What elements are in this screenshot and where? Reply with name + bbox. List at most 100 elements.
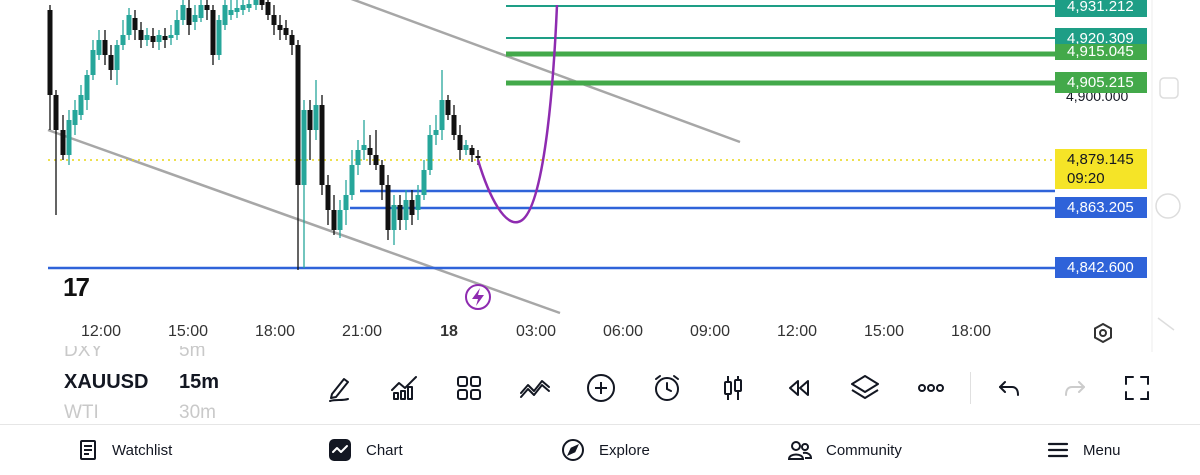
candle-body	[355, 150, 361, 165]
candle-body	[150, 36, 156, 42]
nav-menu[interactable]: Menu	[1047, 425, 1121, 475]
candle-body	[84, 75, 90, 100]
candle-body	[102, 40, 108, 55]
realtime-lightning-icon[interactable]	[465, 284, 491, 310]
undo-icon[interactable]	[987, 366, 1031, 410]
candle-body	[228, 10, 234, 15]
candle-body	[457, 135, 463, 150]
candle-body	[192, 15, 198, 22]
candle-body	[313, 105, 319, 130]
fullscreen-icon[interactable]	[1119, 366, 1155, 410]
candle-body	[343, 195, 349, 210]
symbol-picker[interactable]: DXY 5m XAUUSD 15m WTI 30m	[46, 346, 286, 424]
projection-curve[interactable]	[476, 4, 559, 224]
interval-current[interactable]: 15m	[179, 371, 220, 393]
candle-body	[66, 120, 72, 155]
candle-body	[204, 5, 210, 10]
candle-body	[409, 200, 415, 215]
candle-body	[451, 115, 457, 135]
candle-body	[349, 165, 355, 195]
chart-area[interactable]: 4,900.000 4,931.212 4,920.309 4,915.045 …	[0, 0, 1200, 352]
candle-body	[234, 8, 240, 12]
candlestick-series	[47, 0, 481, 270]
alert-clock-icon[interactable]	[645, 366, 689, 410]
candle-body	[463, 145, 469, 150]
add-plus-icon[interactable]	[579, 366, 623, 410]
nav-watchlist[interactable]: Watchlist	[78, 425, 172, 475]
time-label: 21:00	[341, 323, 383, 340]
time-label: 06:00	[602, 323, 644, 340]
time-label: 03:00	[515, 323, 557, 340]
more-dots-icon[interactable]	[909, 366, 953, 410]
candle-body	[180, 5, 186, 20]
candle-body	[283, 28, 289, 35]
watchlist-icon	[80, 440, 96, 460]
community-icon	[788, 441, 812, 460]
candle-body	[337, 210, 343, 230]
time-label: 12:00	[80, 323, 122, 340]
nav-watchlist-label: Watchlist	[112, 441, 173, 459]
time-label-day: 18	[440, 323, 458, 340]
drawing-pen-icon[interactable]	[317, 366, 361, 410]
bar-type-icon[interactable]	[711, 366, 755, 410]
candle-body	[108, 55, 114, 70]
current-price-value: 4,879.145	[1067, 151, 1134, 168]
chart-settings-icon[interactable]	[1094, 322, 1112, 344]
compare-icon[interactable]	[513, 366, 557, 410]
candle-body	[210, 10, 216, 55]
nav-explore-label: Explore	[599, 441, 650, 459]
candle-body	[90, 50, 96, 75]
candle-body	[144, 35, 150, 40]
axis-scroll-handle-icon[interactable]	[1159, 77, 1179, 99]
price-label-4842[interactable]: 4,842.600	[1055, 257, 1147, 278]
layouts-grid-icon[interactable]	[447, 366, 491, 410]
candle-body	[96, 40, 102, 55]
price-label-4905[interactable]: 4,905.215	[1055, 72, 1147, 93]
axis-circle-icon[interactable]	[1155, 193, 1181, 219]
nav-community[interactable]: Community	[788, 425, 902, 475]
current-price-label[interactable]: 4,879.145 09:20	[1055, 149, 1147, 189]
toolbar-divider	[970, 372, 971, 404]
candle-body	[168, 35, 174, 38]
bottom-navigation: Watchlist Chart Explore Community Menu	[0, 424, 1200, 475]
candle-body	[301, 110, 307, 185]
price-label-4920[interactable]: 4,920.309	[1055, 28, 1147, 49]
time-label: 15:00	[167, 323, 209, 340]
time-label: 18:00	[254, 323, 296, 340]
indicators-icon[interactable]	[382, 366, 426, 410]
candle-body	[162, 36, 168, 40]
candle-body	[331, 210, 337, 230]
nav-explore[interactable]: Explore	[561, 425, 650, 475]
layers-icon[interactable]	[843, 366, 887, 410]
price-label-4863[interactable]: 4,863.205	[1055, 197, 1147, 218]
nav-chart[interactable]: Chart	[328, 425, 403, 475]
hamburger-icon	[1047, 442, 1069, 458]
candle-body	[138, 30, 144, 40]
channel-upper-line[interactable]	[300, 0, 741, 144]
replay-icon[interactable]	[777, 366, 821, 410]
candle-body	[186, 8, 192, 25]
bottom-toolbar: DXY 5m XAUUSD 15m WTI 30m	[0, 346, 1200, 424]
price-chart[interactable]	[0, 0, 1200, 352]
candle-body	[415, 195, 421, 210]
time-label: 09:00	[689, 323, 731, 340]
redo-icon[interactable]	[1053, 366, 1097, 410]
price-label-4931[interactable]: 4,931.212	[1055, 0, 1147, 17]
chart-icon	[329, 439, 351, 461]
candle-body	[277, 25, 283, 30]
interval-prev[interactable]: 5m	[179, 346, 206, 361]
interval-next[interactable]: 30m	[179, 402, 216, 423]
candle-body	[361, 145, 367, 150]
tradingview-logo: 17	[63, 272, 90, 302]
symbol-current[interactable]: XAUUSD	[64, 371, 149, 393]
candle-body	[385, 185, 391, 230]
candle-body	[259, 0, 265, 5]
candle-body	[445, 100, 451, 115]
time-label: 18:00	[950, 323, 992, 340]
candle-body	[367, 148, 373, 155]
symbol-next[interactable]: WTI	[64, 402, 99, 423]
price-label-4915[interactable]: 4,915.045	[1055, 44, 1147, 60]
axis-corner-icon[interactable]	[1157, 317, 1175, 331]
symbol-prev[interactable]: DXY	[64, 346, 104, 361]
candle-body	[174, 20, 180, 35]
